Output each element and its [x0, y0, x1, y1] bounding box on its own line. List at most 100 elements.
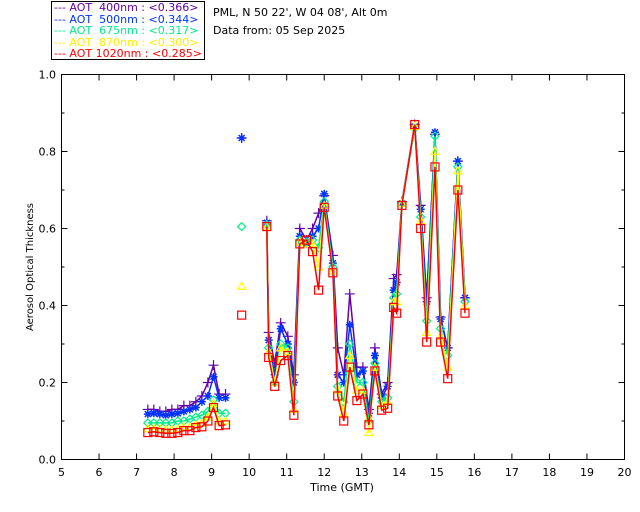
data-point-square — [383, 403, 393, 413]
data-point-square — [370, 366, 380, 376]
x-tick-label: 12 — [317, 466, 331, 479]
data-point-plus — [369, 342, 380, 353]
data-point-square — [301, 235, 312, 245]
data-point-square — [410, 119, 420, 130]
x-tick-label: 8 — [171, 466, 178, 479]
data-point-triangle — [236, 281, 247, 290]
data-point-asterisk — [358, 366, 367, 375]
data-point-square — [345, 362, 355, 372]
legend-line-swatch: --- — [54, 24, 70, 38]
data-point-asterisk — [191, 403, 200, 412]
data-point-asterisk — [167, 410, 176, 419]
legend-label: AOT 1020nm : <0.285> — [69, 47, 202, 61]
legend-item: --- AOT 500nm : <0.344> — [54, 12, 204, 26]
x-tick-label: 6 — [96, 466, 103, 479]
data-point-square — [191, 422, 201, 433]
data-point-square — [314, 285, 324, 295]
data-point-asterisk — [155, 410, 164, 419]
data-point-asterisk — [352, 370, 361, 379]
legend: --- AOT 400nm : <0.366> --- AOT 500nm : <… — [51, 1, 205, 60]
data-point-diamond — [430, 131, 440, 141]
data-point-square — [208, 402, 219, 413]
data-point-square — [173, 427, 183, 438]
data-point-plus — [332, 342, 343, 353]
data-point-square — [364, 420, 374, 430]
data-point-asterisk — [143, 410, 152, 419]
data-point-square — [319, 202, 329, 212]
data-point-triangle — [344, 350, 355, 360]
data-point-plus — [208, 360, 219, 371]
x-tick-label: 7 — [133, 466, 140, 479]
data-point-asterisk — [314, 224, 323, 233]
x-tick-label: 16 — [467, 466, 481, 479]
x-axis-label: Time (GMT) — [309, 481, 374, 494]
data-point-square — [262, 221, 272, 232]
data-point-square — [333, 391, 343, 401]
x-tick-label: 10 — [242, 466, 256, 479]
data-point-square — [167, 428, 177, 438]
data-point-square — [453, 185, 463, 195]
y-axis-label: Aerosol Optical Thickness — [25, 203, 36, 331]
x-tick-label: 18 — [542, 466, 556, 479]
data-point-asterisk — [453, 157, 462, 166]
legend-line-swatch: --- — [54, 47, 70, 61]
data-point-square — [328, 268, 338, 278]
data-point-square — [203, 416, 213, 426]
x-tick-label: 17 — [505, 466, 519, 479]
data-point-asterisk — [345, 320, 354, 329]
data-point-asterisk — [389, 286, 398, 295]
data-point-asterisk — [320, 189, 329, 198]
legend-item: --- AOT 870nm : <0.300> — [54, 36, 204, 49]
data-point-asterisk — [364, 409, 373, 418]
series-4 — [143, 119, 470, 438]
data-point-asterisk — [339, 378, 348, 387]
legend-item: --- AOT 1020nm : <0.285> — [54, 48, 204, 60]
data-point-square — [161, 428, 171, 438]
data-point-square — [185, 426, 195, 436]
data-point-square — [197, 422, 207, 432]
data-point-asterisk — [215, 393, 224, 402]
data-point-square — [392, 308, 402, 318]
data-point-square — [283, 350, 293, 361]
x-tick-label: 5 — [58, 466, 65, 479]
data-point-square — [149, 427, 159, 437]
y-tick-label: 0.4 — [39, 300, 57, 313]
data-point-asterisk — [237, 134, 246, 143]
data-point-triangle — [275, 342, 286, 352]
series-3 — [142, 121, 471, 437]
x-tick-label: 11 — [280, 466, 294, 479]
x-tick-label: 20 — [618, 466, 632, 479]
series-1 — [143, 122, 469, 420]
data-point-square — [422, 337, 432, 347]
data-point-asterisk — [221, 393, 230, 402]
x-tick-label: 14 — [392, 466, 406, 479]
y-tick-label: 0.2 — [39, 377, 57, 390]
y-tick-label: 0.8 — [39, 146, 57, 159]
y-tick-label: 0.0 — [39, 454, 57, 467]
data-point-asterisk — [203, 391, 212, 400]
data-point-asterisk — [422, 297, 431, 306]
data-point-square — [307, 247, 318, 257]
data-point-square — [416, 223, 426, 234]
data-point-plus — [344, 288, 355, 299]
data-point-square — [358, 389, 368, 399]
data-point-square — [237, 310, 247, 320]
data-point-square — [397, 200, 407, 210]
data-point-square — [339, 416, 349, 426]
legend-label: AOT 400nm : <0.366> — [69, 1, 199, 14]
x-tick-label: 19 — [580, 466, 594, 479]
data-point-triangle — [452, 165, 463, 175]
data-point-asterisk — [276, 324, 285, 333]
legend-item: --- AOT 400nm : <0.366> — [54, 2, 204, 14]
series-2 — [142, 123, 470, 428]
data-point-asterisk — [197, 397, 206, 406]
data-point-asterisk — [209, 372, 218, 381]
data-point-square — [435, 337, 446, 347]
data-point-plus — [313, 208, 324, 219]
data-point-plus — [294, 223, 305, 234]
data-point-square — [276, 355, 286, 366]
data-point-diamond — [236, 221, 247, 232]
data-point-asterisk — [185, 405, 194, 414]
legend-label: AOT 500nm : <0.344> — [69, 12, 199, 26]
date-info: Data from: 05 Sep 2025 — [213, 24, 346, 37]
